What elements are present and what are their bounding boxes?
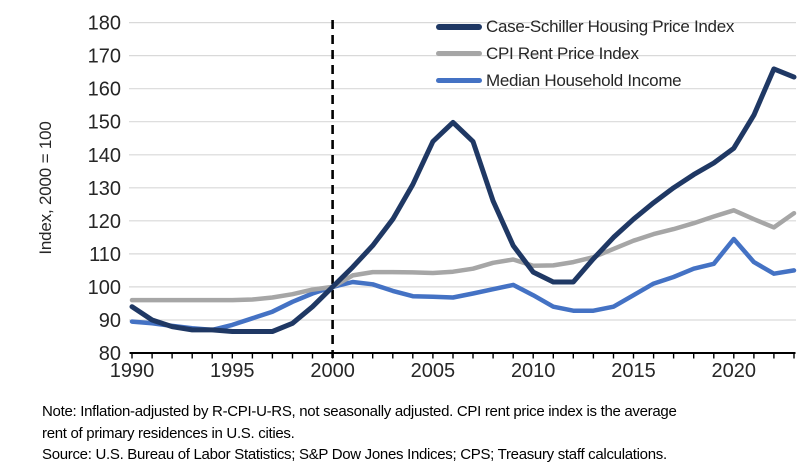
legend-item-median-income: Median Household Income: [436, 67, 734, 94]
note-line-1: Note: Inflation-adjusted by R-CPI-U-RS, …: [42, 403, 677, 420]
y-tick-label: 120: [88, 211, 121, 233]
source-line: Source: U.S. Bureau of Labor Statistics;…: [42, 446, 667, 463]
x-tick-label: 2010: [511, 360, 556, 382]
x-tick-label: 1995: [210, 360, 255, 382]
legend-item-cpi-rent: CPI Rent Price Index: [436, 40, 734, 67]
legend: Case-Schiller Housing Price Index CPI Re…: [436, 13, 734, 94]
legend-item-case-schiller: Case-Schiller Housing Price Index: [436, 13, 734, 40]
x-tick-label: 1990: [110, 360, 155, 382]
legend-label-median-income: Median Household Income: [486, 70, 682, 90]
y-tick-label: 110: [89, 244, 121, 266]
y-tick-label: 80: [99, 343, 121, 365]
y-axis-title: Index, 2000 = 100: [36, 121, 55, 255]
x-tick-label: 2000: [310, 360, 355, 382]
note-line-2: rent of primary residences in U.S. citie…: [42, 424, 295, 442]
legend-swatch-cpi-rent: [436, 51, 482, 56]
legend-swatch-case-schiller: [436, 23, 482, 30]
series-line-case-schiller-housing-price-index: [129, 66, 797, 334]
y-tick-label: 160: [88, 79, 121, 101]
y-tick-label: 180: [88, 13, 121, 35]
y-tick-label: 150: [88, 112, 121, 134]
x-tick-label: 2005: [411, 360, 456, 382]
x-tick-label: 2015: [611, 360, 656, 382]
y-tick-label: 90: [99, 310, 121, 332]
y-tick-label: 140: [88, 145, 121, 167]
legend-swatch-median-income: [436, 78, 482, 83]
y-tick-label: 170: [88, 46, 121, 68]
series-line-cpi-rent-price-index: [129, 208, 797, 303]
legend-label-cpi-rent: CPI Rent Price Index: [486, 43, 639, 63]
y-tick-label: 100: [88, 277, 121, 299]
x-tick-label: 2020: [712, 360, 757, 382]
legend-label-case-schiller: Case-Schiller Housing Price Index: [486, 16, 735, 36]
chart-canvas: 80 90 100 110 120 130 140 150 160 170 180 1990 1995 2…: [88, 13, 797, 382]
y-tick-label: 130: [88, 178, 121, 200]
chart-notes: Note: Inflation-adjusted by R-CPI-U-RS, …: [42, 401, 802, 466]
series-line-median-household-income: [129, 236, 797, 333]
